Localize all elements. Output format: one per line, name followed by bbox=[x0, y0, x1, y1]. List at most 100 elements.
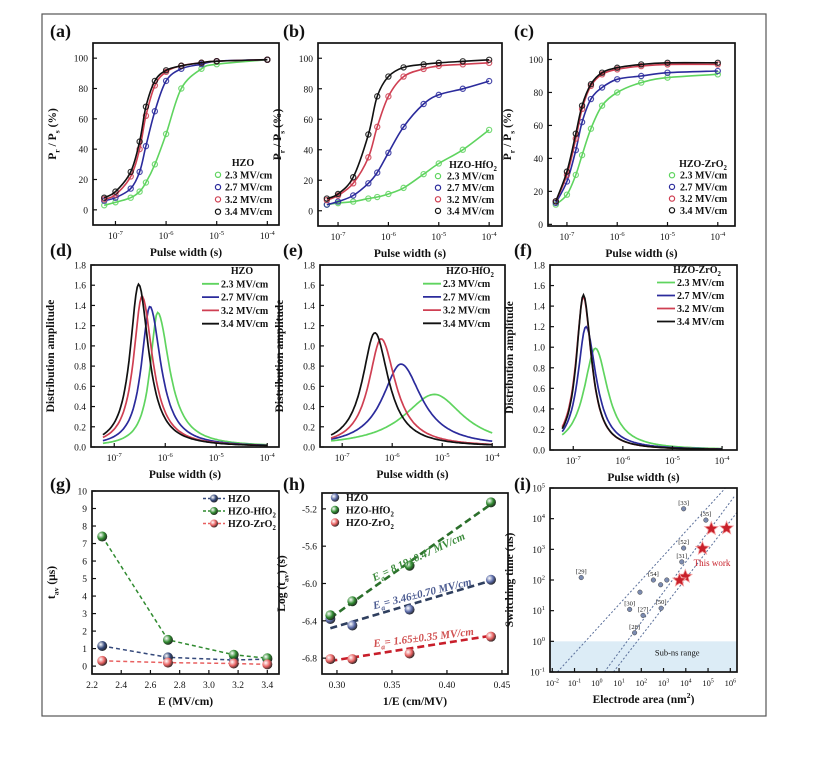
y-tick-label: 10 bbox=[78, 488, 88, 498]
y-tick-label: -5.2 bbox=[302, 505, 317, 515]
data-point bbox=[400, 73, 407, 80]
plot-area bbox=[90, 264, 280, 448]
data-point bbox=[350, 180, 357, 187]
legend-label: 3.2 MV/cm bbox=[225, 195, 273, 206]
plot-content bbox=[325, 497, 496, 665]
x-tick-label: 101 bbox=[613, 678, 625, 688]
x-tick-label: 0.35 bbox=[384, 681, 401, 691]
y-tick-label: 9 bbox=[82, 505, 87, 515]
legend-label: 2.3 MV/cm bbox=[221, 279, 269, 290]
fit-line bbox=[326, 62, 490, 201]
x-tick-label: 10-5 bbox=[665, 455, 680, 467]
x-tick-label: 10-6 bbox=[381, 231, 397, 243]
legend-label: HZO bbox=[346, 493, 368, 504]
legend-label: 3.2 MV/cm bbox=[447, 195, 495, 206]
x-axis-label: Pulse width (s) bbox=[150, 247, 222, 259]
x-tick-label: 10-7 bbox=[566, 455, 582, 467]
y-axis-label: Switching time (ns) bbox=[504, 533, 516, 628]
legend-marker bbox=[434, 207, 442, 215]
y-tick-label: 0.8 bbox=[74, 363, 86, 373]
y-tick-label: -6.4 bbox=[302, 617, 317, 627]
y-tick-label: 0 bbox=[82, 663, 87, 673]
axes-frame bbox=[92, 42, 280, 226]
fit-line bbox=[103, 58, 268, 207]
plot-area bbox=[321, 492, 509, 675]
panel-d: (d) 10-7 10-6 10-5 10-4 0.0 0.2 0.4 0.6 0.8 1.0 1.2… bbox=[45, 240, 280, 481]
data-point bbox=[587, 95, 595, 103]
data-point bbox=[614, 89, 621, 96]
legend-label: HZO-HfO2 bbox=[228, 507, 276, 520]
legend-label: 3.2 MV/cm bbox=[443, 306, 491, 317]
reference-point bbox=[703, 517, 709, 523]
legend-marker bbox=[668, 183, 676, 191]
x-tick-label: 3.0 bbox=[203, 681, 215, 691]
data-point bbox=[404, 560, 415, 571]
panel-label: (b) bbox=[283, 21, 305, 42]
y-tick-label: 100 bbox=[529, 56, 544, 66]
y-tick-label: 100 bbox=[532, 636, 545, 648]
y-axis-label: tav (μs) bbox=[46, 566, 60, 599]
y-tick-label: 0.0 bbox=[533, 447, 545, 457]
data-point bbox=[365, 180, 372, 187]
data-point bbox=[385, 149, 392, 156]
y-tick-label: 1.8 bbox=[533, 262, 545, 272]
y-tick-label: 7 bbox=[82, 540, 87, 550]
distribution-curve bbox=[330, 393, 493, 442]
legend-label: 2.3 MV/cm bbox=[447, 172, 495, 183]
panel-label: (c) bbox=[514, 21, 534, 42]
data-point bbox=[323, 195, 331, 202]
y-tick-label: 100 bbox=[74, 55, 89, 65]
data-point bbox=[151, 77, 159, 85]
x-tick-label: 10-5 bbox=[435, 452, 450, 464]
y-tick-label: 20 bbox=[534, 188, 544, 198]
fit-line bbox=[329, 579, 492, 630]
reference-label: [28] bbox=[629, 624, 640, 631]
y-tick-label: 1.2 bbox=[533, 323, 545, 333]
y-tick-label: 1.8 bbox=[303, 262, 315, 272]
axes-frame bbox=[90, 264, 280, 448]
data-point bbox=[598, 102, 606, 109]
x-tick-label: 10-7 bbox=[559, 231, 575, 243]
data-point bbox=[638, 72, 645, 80]
y-tick-label: 105 bbox=[532, 483, 545, 495]
series-line bbox=[101, 536, 268, 659]
data-point bbox=[485, 126, 493, 134]
x-tick-label: 10-4 bbox=[482, 231, 498, 243]
y-tick-label: 102 bbox=[532, 575, 545, 587]
y-tick-label: 1 bbox=[82, 645, 87, 655]
reference-label: [31] bbox=[676, 553, 687, 560]
x-tick-label: 10-7 bbox=[331, 231, 347, 243]
data-point bbox=[404, 604, 415, 615]
y-tick-label: 0.0 bbox=[74, 444, 86, 454]
data-point bbox=[325, 654, 336, 665]
series-line bbox=[102, 660, 268, 666]
y-tick-label: 2 bbox=[82, 628, 87, 638]
legend-label: HZO-HfO2 bbox=[346, 506, 394, 519]
data-point bbox=[485, 497, 496, 508]
data-point bbox=[485, 56, 493, 63]
series-line bbox=[102, 645, 268, 661]
x-tick-label: 10-6 bbox=[385, 452, 401, 464]
x-tick-label: 0.45 bbox=[494, 681, 511, 691]
data-point bbox=[350, 198, 357, 205]
this-work-star bbox=[718, 520, 735, 535]
sub-ns-label: Sub-ns range bbox=[655, 647, 700, 657]
x-tick-label: 3.4 bbox=[261, 681, 273, 691]
panel-label: (e) bbox=[283, 240, 303, 261]
distribution-curve bbox=[102, 282, 268, 447]
x-tick-label: 10-7 bbox=[108, 230, 124, 242]
legend-label: HZO-ZrO2 bbox=[346, 518, 394, 531]
legend-label: 2.7 MV/cm bbox=[443, 292, 491, 303]
y-tick-label: 0.2 bbox=[533, 426, 545, 436]
data-point bbox=[162, 634, 173, 645]
activation-field-annotation: Ea= 3.46±0.70 MV/cm bbox=[371, 576, 474, 615]
fit-line bbox=[103, 58, 268, 202]
legend-marker bbox=[210, 507, 218, 515]
x-axis-label: Pulse width (s) bbox=[374, 248, 446, 260]
y-tick-label: 1.4 bbox=[533, 303, 545, 313]
y-tick-label: 0.8 bbox=[303, 363, 315, 373]
data-point bbox=[563, 168, 571, 175]
data-point bbox=[347, 654, 358, 665]
